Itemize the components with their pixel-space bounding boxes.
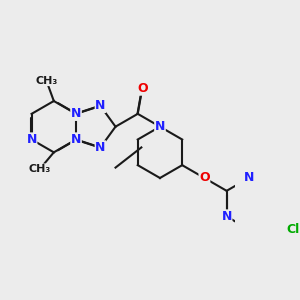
Text: N: N — [244, 172, 254, 184]
Text: N: N — [221, 210, 232, 223]
Text: CH₃: CH₃ — [35, 76, 58, 85]
Text: N: N — [95, 141, 106, 154]
Text: Cl: Cl — [287, 223, 300, 236]
Text: O: O — [199, 172, 210, 184]
Text: N: N — [155, 120, 165, 133]
Text: O: O — [137, 82, 148, 95]
Text: N: N — [71, 133, 81, 146]
Text: N: N — [26, 133, 37, 146]
Text: CH₃: CH₃ — [29, 164, 51, 174]
Text: N: N — [95, 99, 106, 112]
Text: N: N — [71, 107, 81, 120]
